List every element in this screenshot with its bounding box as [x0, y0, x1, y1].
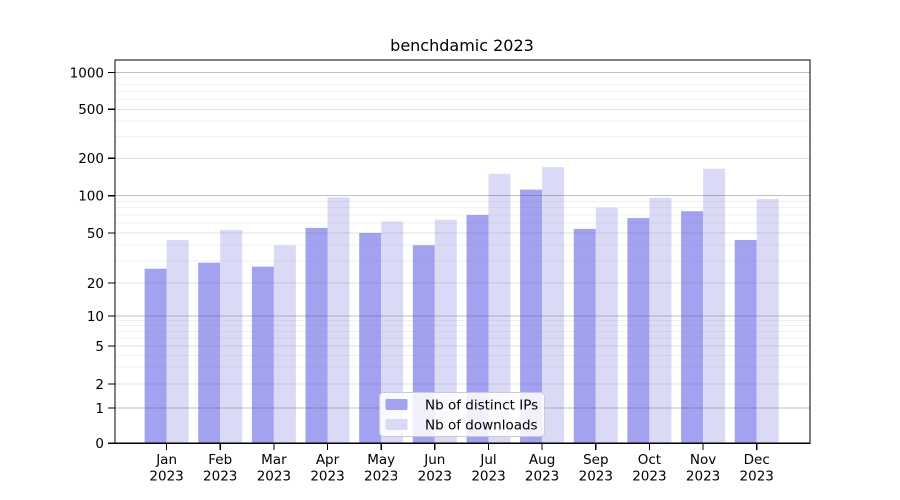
x-tick-label-month-apr: Apr	[316, 452, 340, 468]
bar-distinct-ips-aug	[520, 189, 543, 444]
y-tick-label-0: 0	[95, 436, 104, 452]
y-tick-label-2: 2	[95, 377, 104, 393]
bar-distinct-ips-mar	[251, 266, 274, 444]
bar-downloads-jan	[166, 240, 189, 444]
bar-downloads-feb	[220, 229, 243, 444]
bar-distinct-ips-nov	[681, 211, 704, 444]
bar-distinct-ips-jul	[466, 214, 489, 444]
x-tick-label-month-feb: Feb	[208, 452, 232, 468]
x-tick-label-year-may: 2023	[364, 469, 398, 485]
y-tick-label-500: 500	[78, 102, 104, 118]
bar-downloads-sep	[595, 207, 618, 444]
bar-distinct-ips-dec	[734, 240, 757, 444]
bar-downloads-jul	[488, 173, 511, 444]
x-tick-label-year-jan: 2023	[149, 469, 183, 485]
bar-distinct-ips-jan	[144, 268, 167, 444]
y-tick-label-1000: 1000	[70, 65, 104, 81]
x-tick-label-year-aug: 2023	[525, 469, 559, 485]
bar-distinct-ips-apr	[305, 227, 328, 444]
x-tick-label-month-may: May	[367, 452, 395, 468]
y-tick-label-100: 100	[78, 189, 104, 205]
x-tick-label-month-sep: Sep	[583, 452, 608, 468]
bar-downloads-apr	[327, 197, 350, 444]
y-tick-label-5: 5	[95, 339, 104, 355]
bar-downloads-jun	[434, 219, 457, 444]
x-tick-label-year-feb: 2023	[203, 469, 237, 485]
legend-swatch-downloads-icon	[385, 419, 408, 430]
legend-box	[379, 392, 545, 437]
bar-distinct-ips-oct	[627, 218, 650, 444]
x-tick-label-year-apr: 2023	[310, 469, 344, 485]
y-tick-label-50: 50	[87, 226, 104, 242]
bar-downloads-dec	[756, 199, 779, 444]
x-tick-label-month-dec: Dec	[744, 452, 770, 468]
bar-downloads-aug	[542, 167, 565, 444]
x-tick-label-month-nov: Nov	[690, 452, 716, 468]
x-tick-label-year-jul: 2023	[471, 469, 505, 485]
bar-downloads-mar	[273, 245, 296, 444]
bar-distinct-ips-may	[359, 233, 382, 444]
grid-layer	[115, 72, 810, 409]
x-tick-label-month-aug: Aug	[529, 452, 555, 468]
plot-border	[114, 59, 811, 444]
y-tick-label-10: 10	[87, 309, 104, 325]
x-tick-label-month-mar: Mar	[261, 452, 287, 468]
bar-downloads-nov	[703, 168, 726, 444]
legend-label-downloads: Nb of downloads	[425, 418, 538, 434]
bar-distinct-ips-sep	[573, 228, 596, 444]
x-tick-label-year-sep: 2023	[579, 469, 613, 485]
bars-layer	[144, 167, 779, 444]
bar-downloads-oct	[649, 197, 672, 444]
y-tick-label-20: 20	[87, 276, 104, 292]
x-tick-label-year-mar: 2023	[257, 469, 291, 485]
y-tick-label-200: 200	[78, 151, 104, 167]
x-tick-label-year-jun: 2023	[418, 469, 452, 485]
bar-distinct-ips-feb	[198, 262, 221, 444]
x-tick-label-month-jun: Jun	[423, 452, 445, 468]
axes-layer: 01251020501002005001000Jan2023Feb2023Mar…	[70, 59, 811, 485]
x-tick-label-month-oct: Oct	[638, 452, 661, 468]
legend-label-distinct-ips: Nb of distinct IPs	[425, 398, 538, 414]
x-tick-label-month-jul: Jul	[479, 452, 496, 468]
x-tick-label-year-dec: 2023	[740, 469, 774, 485]
y-tick-label-1: 1	[95, 401, 104, 417]
x-tick-label-month-jan: Jan	[155, 452, 177, 468]
legend-swatch-distinct-ips-icon	[385, 399, 408, 410]
chart-title: benchdamic 2023	[390, 36, 534, 55]
x-tick-label-year-oct: 2023	[632, 469, 666, 485]
x-tick-label-year-nov: 2023	[686, 469, 720, 485]
bar-downloads-may	[381, 221, 404, 444]
legend: Nb of distinct IPs Nb of downloads	[379, 392, 545, 437]
